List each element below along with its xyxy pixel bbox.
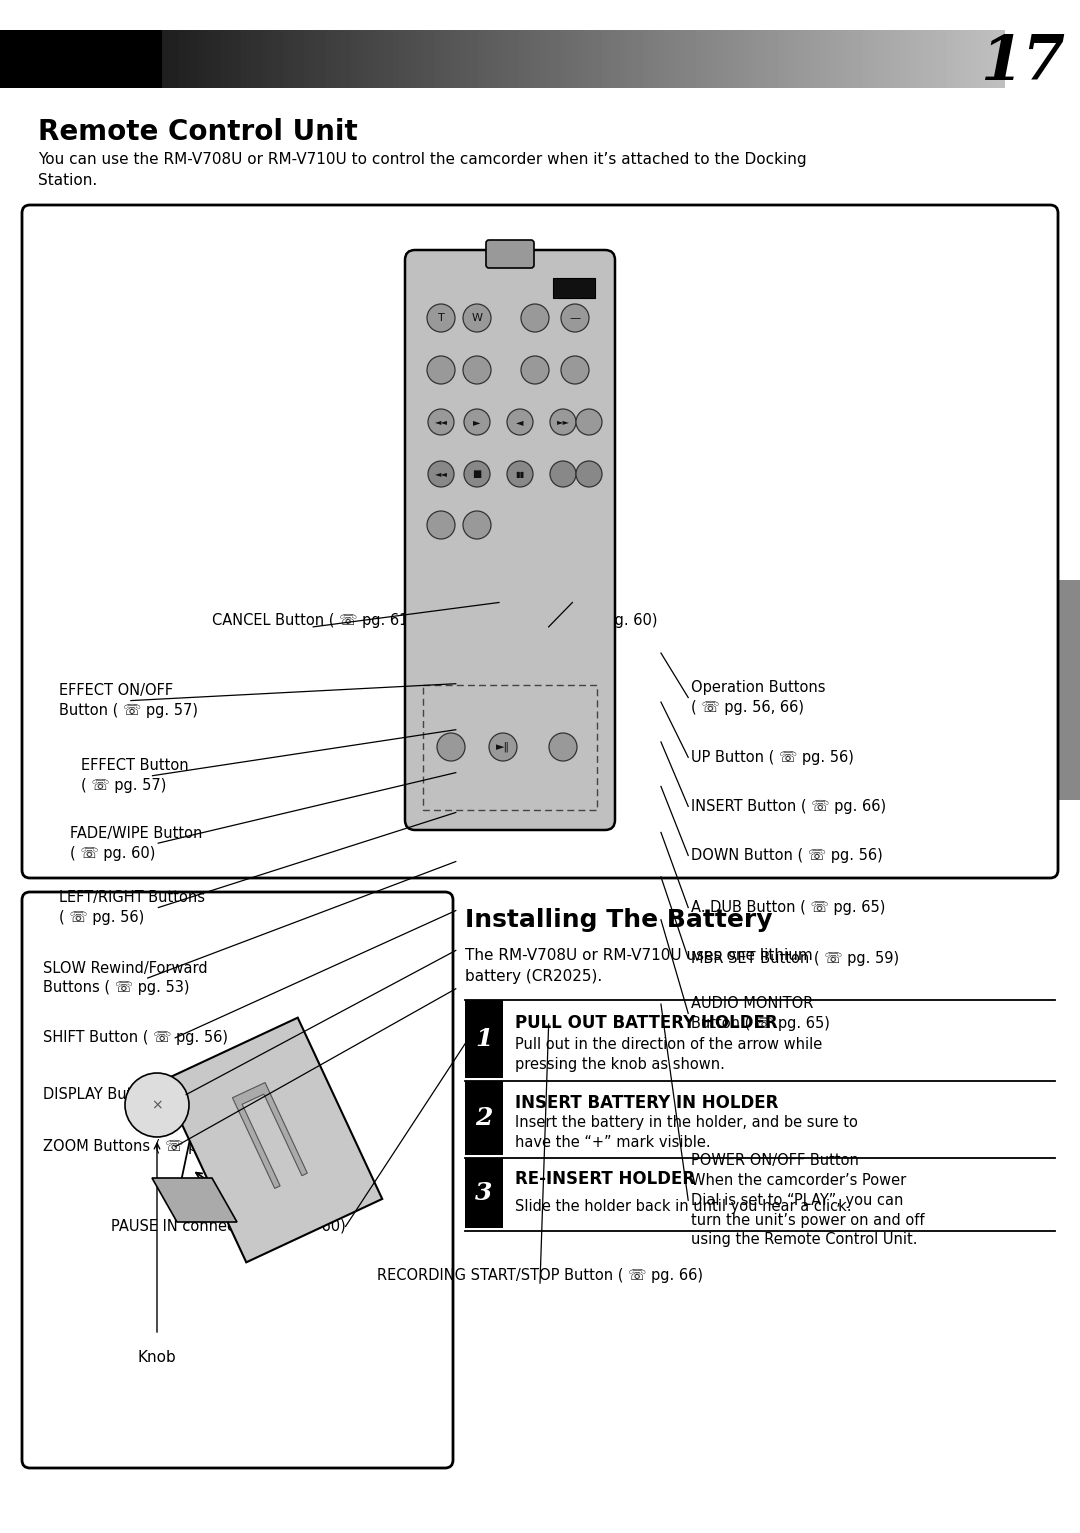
Text: INSERT BATTERY IN HOLDER: INSERT BATTERY IN HOLDER — [515, 1095, 779, 1113]
Text: Pull out in the direction of the arrow while
pressing the knob as shown.: Pull out in the direction of the arrow w… — [515, 1038, 822, 1072]
Text: 2: 2 — [475, 1105, 492, 1130]
FancyBboxPatch shape — [22, 205, 1058, 878]
Circle shape — [463, 510, 491, 540]
Circle shape — [561, 356, 589, 383]
Text: Installing The Battery: Installing The Battery — [465, 908, 772, 932]
Text: ◄◄: ◄◄ — [434, 417, 447, 426]
Text: SHIFT Button ( ☏ pg. 56): SHIFT Button ( ☏ pg. 56) — [43, 1030, 228, 1046]
Circle shape — [561, 304, 589, 333]
Text: ZOOM Buttons ( ☏ pg. 56): ZOOM Buttons ( ☏ pg. 56) — [43, 1139, 240, 1154]
Circle shape — [489, 733, 517, 760]
Text: INSERT Button ( ☏ pg. 66): INSERT Button ( ☏ pg. 66) — [691, 799, 887, 814]
Text: LEFT/RIGHT Buttons
( ☏ pg. 56): LEFT/RIGHT Buttons ( ☏ pg. 56) — [59, 891, 205, 924]
Text: UP Button ( ☏ pg. 56): UP Button ( ☏ pg. 56) — [691, 750, 854, 765]
Circle shape — [521, 304, 549, 333]
Circle shape — [463, 356, 491, 383]
Text: ►►: ►► — [556, 417, 569, 426]
Text: —: — — [569, 313, 581, 323]
Text: R.A. EDIT Buttons ( ☏ pg. 60): R.A. EDIT Buttons ( ☏ pg. 60) — [440, 613, 658, 629]
Circle shape — [507, 461, 534, 487]
Bar — [465, 1081, 503, 1154]
Circle shape — [464, 409, 490, 435]
FancyBboxPatch shape — [486, 241, 534, 268]
FancyBboxPatch shape — [22, 892, 453, 1469]
Text: T: T — [437, 313, 444, 323]
Text: ◄: ◄ — [516, 417, 524, 428]
Text: EFFECT Button
( ☏ pg. 57): EFFECT Button ( ☏ pg. 57) — [81, 759, 189, 793]
Text: CANCEL Button ( ☏ pg. 61): CANCEL Button ( ☏ pg. 61) — [212, 613, 415, 629]
Circle shape — [125, 1073, 189, 1137]
Text: ▮▮: ▮▮ — [515, 469, 525, 478]
Circle shape — [550, 409, 576, 435]
Text: ■: ■ — [472, 469, 482, 478]
Text: 3: 3 — [475, 1180, 492, 1205]
Bar — [553, 277, 595, 297]
Circle shape — [427, 356, 455, 383]
Circle shape — [464, 461, 490, 487]
Text: W: W — [472, 313, 483, 323]
Text: RECORDING START/STOP Button ( ☏ pg. 66): RECORDING START/STOP Button ( ☏ pg. 66) — [377, 1268, 703, 1283]
Bar — [465, 1157, 503, 1228]
Text: AUDIO MONITOR
Button ( ☏ pg. 65): AUDIO MONITOR Button ( ☏ pg. 65) — [691, 996, 831, 1030]
Circle shape — [427, 510, 455, 540]
Circle shape — [576, 409, 602, 435]
Text: A. DUB Button ( ☏ pg. 65): A. DUB Button ( ☏ pg. 65) — [691, 900, 886, 915]
Circle shape — [463, 304, 491, 333]
Text: PULL OUT BATTERY HOLDER: PULL OUT BATTERY HOLDER — [515, 1015, 778, 1032]
Text: DISPLAY Button ( ☏ pg. 65): DISPLAY Button ( ☏ pg. 65) — [43, 1087, 246, 1102]
Circle shape — [521, 356, 549, 383]
FancyBboxPatch shape — [405, 250, 615, 829]
Bar — [423, 685, 597, 809]
Text: RE-INSERT HOLDER: RE-INSERT HOLDER — [515, 1170, 696, 1188]
Polygon shape — [162, 1018, 382, 1262]
Bar — [0, 31, 162, 87]
Text: POWER ON/OFF Button
When the camcorder’s Power
Dial is set to “PLAY”, you can
tu: POWER ON/OFF Button When the camcorder’s… — [691, 1153, 924, 1248]
Text: Knob: Knob — [137, 1351, 176, 1364]
Text: Operation Buttons
( ☏ pg. 56, 66): Operation Buttons ( ☏ pg. 56, 66) — [691, 681, 826, 714]
Text: 17: 17 — [980, 34, 1065, 94]
Text: FADE/WIPE Button
( ☏ pg. 60): FADE/WIPE Button ( ☏ pg. 60) — [70, 826, 203, 860]
Circle shape — [549, 733, 577, 760]
Text: Slide the holder back in until you hear a click.: Slide the holder back in until you hear … — [515, 1199, 851, 1214]
Text: ►: ► — [473, 417, 481, 428]
Text: ►‖: ►‖ — [496, 742, 510, 753]
Text: The RM-V708U or RM-V710U uses one lithium
battery (CR2025).: The RM-V708U or RM-V710U uses one lithiu… — [465, 947, 813, 984]
Circle shape — [576, 461, 602, 487]
Bar — [1048, 579, 1080, 800]
Text: Insert the battery in the holder, and be sure to
have the “+” mark visible.: Insert the battery in the holder, and be… — [515, 1116, 858, 1150]
Circle shape — [550, 461, 576, 487]
Circle shape — [507, 409, 534, 435]
Text: Remote Control Unit: Remote Control Unit — [38, 118, 357, 146]
Text: SLOW Rewind/Forward
Buttons ( ☏ pg. 53): SLOW Rewind/Forward Buttons ( ☏ pg. 53) — [43, 961, 207, 995]
Polygon shape — [232, 1082, 308, 1188]
Text: EFFECT ON/OFF
Button ( ☏ pg. 57): EFFECT ON/OFF Button ( ☏ pg. 57) — [59, 684, 199, 717]
Text: You can use the RM-V708U or RM-V710U to control the camcorder when it’s attached: You can use the RM-V708U or RM-V710U to … — [38, 152, 807, 189]
Circle shape — [437, 733, 465, 760]
Text: 1: 1 — [475, 1027, 492, 1052]
Text: MBR SET Button ( ☏ pg. 59): MBR SET Button ( ☏ pg. 59) — [691, 950, 900, 966]
Circle shape — [428, 461, 454, 487]
Text: ×: × — [151, 1098, 163, 1111]
Circle shape — [427, 304, 455, 333]
Circle shape — [428, 409, 454, 435]
Text: ◄◄: ◄◄ — [434, 469, 447, 478]
Bar — [465, 1000, 503, 1078]
Text: PAUSE IN connector ( ☏ pg. 60): PAUSE IN connector ( ☏ pg. 60) — [111, 1219, 346, 1234]
Polygon shape — [152, 1177, 237, 1222]
Text: DOWN Button ( ☏ pg. 56): DOWN Button ( ☏ pg. 56) — [691, 848, 883, 863]
